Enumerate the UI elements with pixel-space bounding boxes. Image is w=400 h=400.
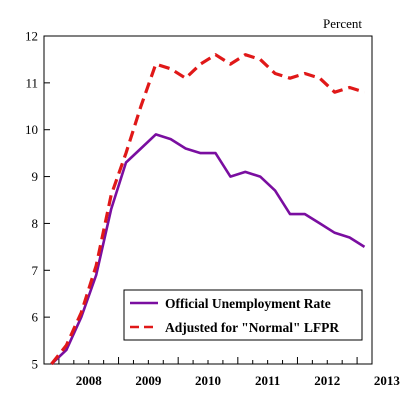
- x-axis: 2008 2009 2010 2011 2012 2013: [43, 357, 400, 388]
- series-layer: [50, 53, 366, 365]
- y-tick-label: 10: [25, 122, 38, 137]
- legend-box: [123, 289, 363, 341]
- legend-label-adjusted: Adjusted for "Normal" LFPR: [165, 320, 339, 335]
- legend: Official Unemployment Rate Adjusted for …: [123, 289, 363, 341]
- y-tick-label: 11: [25, 75, 38, 90]
- y-tick-label: 8: [32, 216, 39, 231]
- x-tick-label: 2008: [76, 373, 103, 388]
- y-axis: 5 6 7 8 9 10 11 12: [25, 29, 50, 372]
- y-tick-label: 6: [32, 310, 39, 325]
- unit-label: Percent: [323, 16, 362, 31]
- y-tick-label: 9: [32, 169, 39, 184]
- x-tick-label: 2009: [135, 373, 162, 388]
- y-tick-label: 7: [32, 263, 39, 278]
- series-adjusted-line: [50, 53, 365, 365]
- x-tick-label: 2010: [195, 373, 221, 388]
- y-tick-label: 5: [32, 357, 39, 372]
- x-tick-label: 2013: [374, 373, 400, 388]
- x-tick-label: 2012: [314, 373, 340, 388]
- series-official-line: [50, 133, 366, 365]
- x-tick-label: 2011: [255, 373, 280, 388]
- y-tick-label: 12: [25, 29, 38, 44]
- legend-label-official: Official Unemployment Rate: [165, 296, 331, 311]
